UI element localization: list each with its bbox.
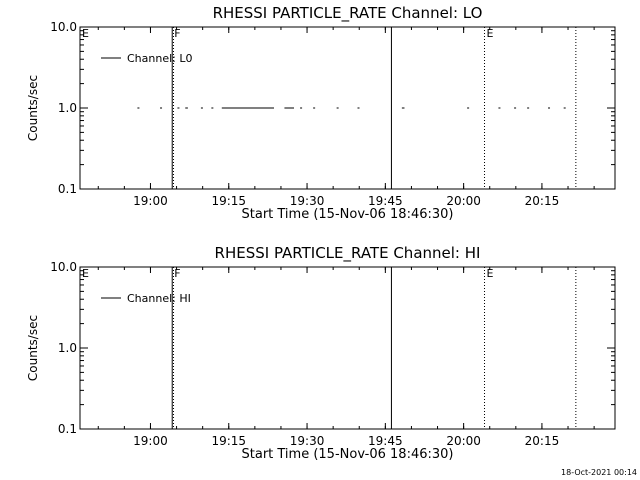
- chart-title: RHESSI PARTICLE_RATE Channel: HI: [215, 244, 481, 263]
- y-tick-label: 0.1: [58, 182, 77, 196]
- x-tick-label: 19:15: [211, 434, 246, 448]
- event-label: E: [82, 27, 89, 40]
- x-tick-label: 20:15: [525, 194, 560, 208]
- y-axis-label: Counts/sec: [26, 75, 40, 141]
- event-label: F: [174, 267, 180, 280]
- x-tick-label: 19:30: [290, 194, 325, 208]
- panel-hi: RHESSI PARTICLE_RATE Channel: HI 19:00 19:…: [26, 244, 616, 462]
- x-tick-label: 19:30: [290, 434, 325, 448]
- legend-label: Channel: HI: [127, 292, 191, 305]
- x-tick-label: 20:15: [525, 434, 560, 448]
- x-tick-label: 20:00: [446, 194, 481, 208]
- y-tick-label: 0.1: [58, 422, 77, 436]
- event-label: E: [487, 27, 494, 40]
- y-tick-label: 10.0: [50, 260, 77, 274]
- y-axis-label: Counts/sec: [26, 315, 40, 381]
- footer-timestamp: 18-Oct-2021 00:14: [561, 468, 637, 477]
- x-tick-label: 19:15: [211, 194, 246, 208]
- y-tick-label: 10.0: [50, 20, 77, 34]
- y-tick-label: 1.0: [58, 341, 77, 355]
- x-tick-label: 19:00: [133, 434, 168, 448]
- x-tick-label: 19:45: [368, 434, 403, 448]
- x-axis-label: Start Time (15-Nov-06 18:46:30): [242, 207, 454, 222]
- x-axis-label: Start Time (15-Nov-06 18:46:30): [242, 447, 454, 462]
- chart-title: RHESSI PARTICLE_RATE Channel: LO: [213, 4, 483, 23]
- legend-label: Channel: L0: [127, 52, 193, 65]
- x-tick-label: 19:45: [368, 194, 403, 208]
- y-tick-label: 1.0: [58, 101, 77, 115]
- event-label: F: [174, 27, 180, 40]
- panel-lo: RHESSI PARTICLE_RATE Channel: LO 19:00 19:…: [26, 4, 616, 222]
- x-tick-label: 20:00: [446, 434, 481, 448]
- x-tick-label: 19:00: [133, 194, 168, 208]
- event-label: E: [487, 267, 494, 280]
- event-label: E: [82, 267, 89, 280]
